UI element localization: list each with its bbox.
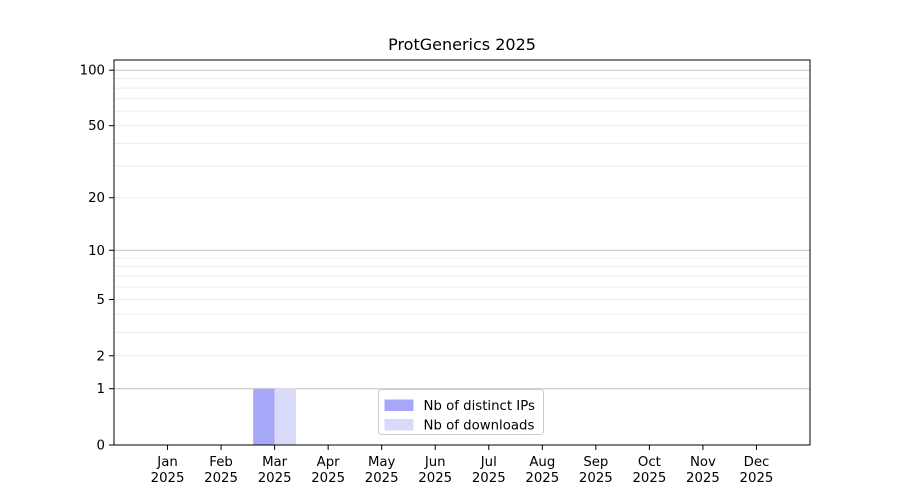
- x-tick-label-month-feb: Feb: [209, 455, 233, 470]
- x-tick-label-month-may: May: [368, 455, 396, 470]
- y-tick-label-10: 10: [88, 244, 105, 259]
- legend: Nb of distinct IPs Nb of downloads: [378, 389, 544, 435]
- bar-nb-of-downloads-mar-2025: [274, 388, 297, 445]
- y-tick-label-100: 100: [80, 64, 105, 79]
- y-tick-label-0: 0: [97, 439, 105, 454]
- plot-border: [113, 59, 811, 446]
- chart-title: ProtGenerics 2025: [388, 35, 536, 54]
- y-tick-label-50: 50: [88, 119, 105, 134]
- x-tick-label-month-apr: Apr: [317, 455, 341, 470]
- x-tick-label-month-nov: Nov: [690, 455, 716, 470]
- x-tick-label-year-nov: 2025: [686, 471, 720, 486]
- x-tick-label-year-apr: 2025: [311, 471, 345, 486]
- y-tick-label-20: 20: [88, 191, 105, 206]
- x-tick-label-year-aug: 2025: [525, 471, 559, 486]
- legend-box: [378, 389, 544, 435]
- x-tick-label-month-dec: Dec: [744, 455, 770, 470]
- y-tick-label-2: 2: [97, 349, 105, 364]
- legend-swatch-nb-of-distinct-ips: [384, 399, 414, 411]
- y-tick-label-1: 1: [97, 382, 105, 397]
- x-tick-label-year-jul: 2025: [472, 471, 506, 486]
- x-tick-label-month-jun: Jun: [424, 455, 446, 470]
- x-tick-label-month-oct: Oct: [638, 455, 661, 470]
- bar-nb-of-distinct-ips-mar-2025: [253, 388, 275, 445]
- label-layer: 0125102050100Jan2025Feb2025Mar2025Apr202…: [80, 64, 774, 486]
- x-tick-label-year-may: 2025: [365, 471, 399, 486]
- x-tick-label-year-oct: 2025: [632, 471, 666, 486]
- x-tick-label-year-feb: 2025: [204, 471, 238, 486]
- x-tick-label-month-mar: Mar: [262, 455, 288, 470]
- x-tick-label-year-jun: 2025: [418, 471, 452, 486]
- x-tick-label-year-sep: 2025: [579, 471, 613, 486]
- legend-label-nb-of-downloads: Nb of downloads: [424, 419, 535, 434]
- legend-swatch-nb-of-downloads: [384, 419, 414, 431]
- x-tick-label-year-jan: 2025: [151, 471, 185, 486]
- x-tick-label-year-dec: 2025: [740, 471, 774, 486]
- legend-label-nb-of-distinct-ips: Nb of distinct IPs: [424, 399, 536, 414]
- axis-layer: [109, 59, 811, 450]
- x-tick-label-month-jul: Jul: [480, 455, 497, 470]
- y-tick-label-5: 5: [97, 293, 105, 308]
- x-tick-label-month-sep: Sep: [583, 455, 608, 470]
- x-tick-label-month-jan: Jan: [156, 455, 178, 470]
- x-tick-label-year-mar: 2025: [258, 471, 292, 486]
- x-tick-label-month-aug: Aug: [529, 455, 555, 470]
- bar-layer: [253, 388, 297, 445]
- grid-layer: [114, 69, 810, 390]
